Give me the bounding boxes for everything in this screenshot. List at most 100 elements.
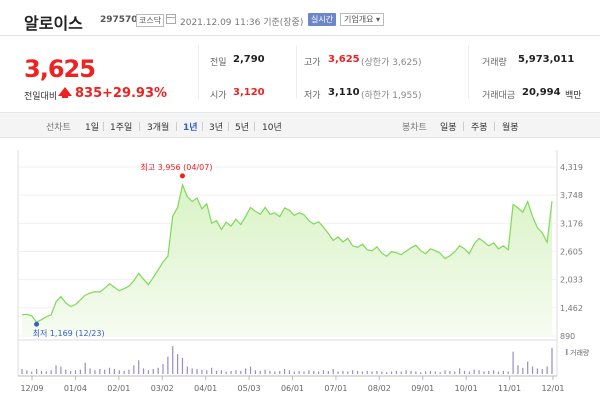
tab-10y[interactable]: 10년 [262,123,282,133]
volume-bar [108,367,111,374]
volume-bar [376,370,378,374]
volume-bar [454,371,456,374]
volume-bar [138,360,140,374]
tab-1y[interactable]: 1년 [183,123,198,133]
open-value: 3,120 [233,87,265,98]
y-tick-label: 3,176 [560,219,583,228]
amount-label: 거래대금 [482,91,516,101]
divider [468,45,469,99]
x-tick-label: 11/01 [498,384,521,393]
volume-bar [220,370,222,374]
volume-bar [176,354,179,374]
volume-bar [99,369,101,374]
low-marker [34,321,40,327]
volume-bar [293,371,295,374]
volume-bar [395,370,398,374]
divider [198,45,199,99]
x-tick-label: 05/03 [238,384,261,393]
volume-bar [274,371,276,374]
volume-bar [26,370,28,374]
volume-bar [206,370,208,374]
x-tick-label: 03/02 [151,384,174,393]
volume-bar [79,369,81,374]
volume-bar [152,369,154,374]
volume-bar [400,371,402,374]
candle-chart-label: 봉차트 [402,123,427,133]
tab-3m[interactable]: 3개월 [147,123,170,133]
volume-bar [522,367,524,374]
volume-bar [35,369,38,374]
tab-weekly[interactable]: 주봉 [471,123,488,133]
volume-bar [322,370,325,374]
tab-separator [176,122,177,131]
low-annotation: 최저 1,169 (12/23) [33,328,105,338]
volume-bar [473,369,475,374]
volume-bar [512,351,514,374]
volume-bar [434,371,436,374]
volume-bar [283,369,286,374]
tab-monthly[interactable]: 월봉 [502,123,519,133]
tab-1d[interactable]: 1일 [85,123,100,133]
volume-bar [40,370,43,374]
tab-separator [463,122,464,131]
volume-bar [463,370,466,374]
volume-bar [298,370,300,374]
volume-bar [264,369,266,374]
tab-1w[interactable]: 1주일 [110,123,133,133]
volume-bar [371,371,373,374]
quote-datetime: 2021.12.09 11:36 기준(장중) [180,18,304,28]
volume-bar [128,369,130,374]
volume-bar [303,371,305,374]
x-tick-label: 06/01 [281,384,304,393]
volume-bar [288,370,291,374]
volume-bar [55,365,57,374]
volume-bar [211,367,213,374]
volume-bar [230,370,232,374]
volume-bar [279,370,281,374]
change-label: 전일대비 [24,92,58,102]
volume-bar [327,370,329,374]
volume-bar [186,366,188,374]
volume-bar [118,370,120,374]
price-area [22,184,552,336]
high-label: 고가 [304,58,321,68]
volume-bar [405,370,407,374]
stock-header: 알로이스 297570 코스닥 2021.12.09 11:36 기준(장중) … [0,0,600,36]
volume-bar [50,370,52,374]
volume-bar [167,356,169,374]
volume-label: 거래량 [570,348,590,357]
volume-bar [449,370,451,374]
volume-bar [308,370,310,374]
period-tabs: 선차트 1일 1주일 3개월 1년 3년 5년 10년 봉차트 일봉 주봉 월봉 [0,112,600,138]
high-annotation: 최고 3,956 (04/07) [140,162,212,172]
volume-label: 거래량 [482,58,507,68]
realtime-button[interactable]: 실시간 [308,13,337,26]
volume-bar [444,370,446,374]
volume-bar [21,369,23,374]
volume-bar [249,366,252,374]
tab-5y[interactable]: 5년 [235,123,250,133]
amount-value: 20,994 [522,87,561,98]
volume-bar [390,371,393,374]
y-tick-label: 2,033 [560,276,583,285]
company-overview-button[interactable]: 기업개요 ▾ [340,13,384,26]
volume-bar [104,369,106,374]
volume-bar [517,365,519,374]
prev-close-label: 전일 [210,58,227,68]
tab-separator [494,122,495,131]
volume-value: 5,973,011 [518,54,575,65]
volume-bar [313,370,315,374]
volume-bar [439,372,441,374]
volume-bar [215,370,218,374]
price-chart[interactable]: 최고 3,956 (04/07) 최저 1,169 (12/23) 4,319 3,… [0,140,600,406]
market-badge: 코스닥 [136,14,165,27]
volume-bar [366,370,368,374]
volume-bar [147,370,150,374]
volume-bar [60,366,62,374]
tab-daily[interactable]: 일봉 [440,123,457,133]
change-value: 835 [75,86,103,101]
volume-bar [497,371,500,374]
x-tick-label: 08/02 [368,384,391,393]
volume-bar [259,370,261,374]
tab-3y[interactable]: 3년 [209,123,224,133]
